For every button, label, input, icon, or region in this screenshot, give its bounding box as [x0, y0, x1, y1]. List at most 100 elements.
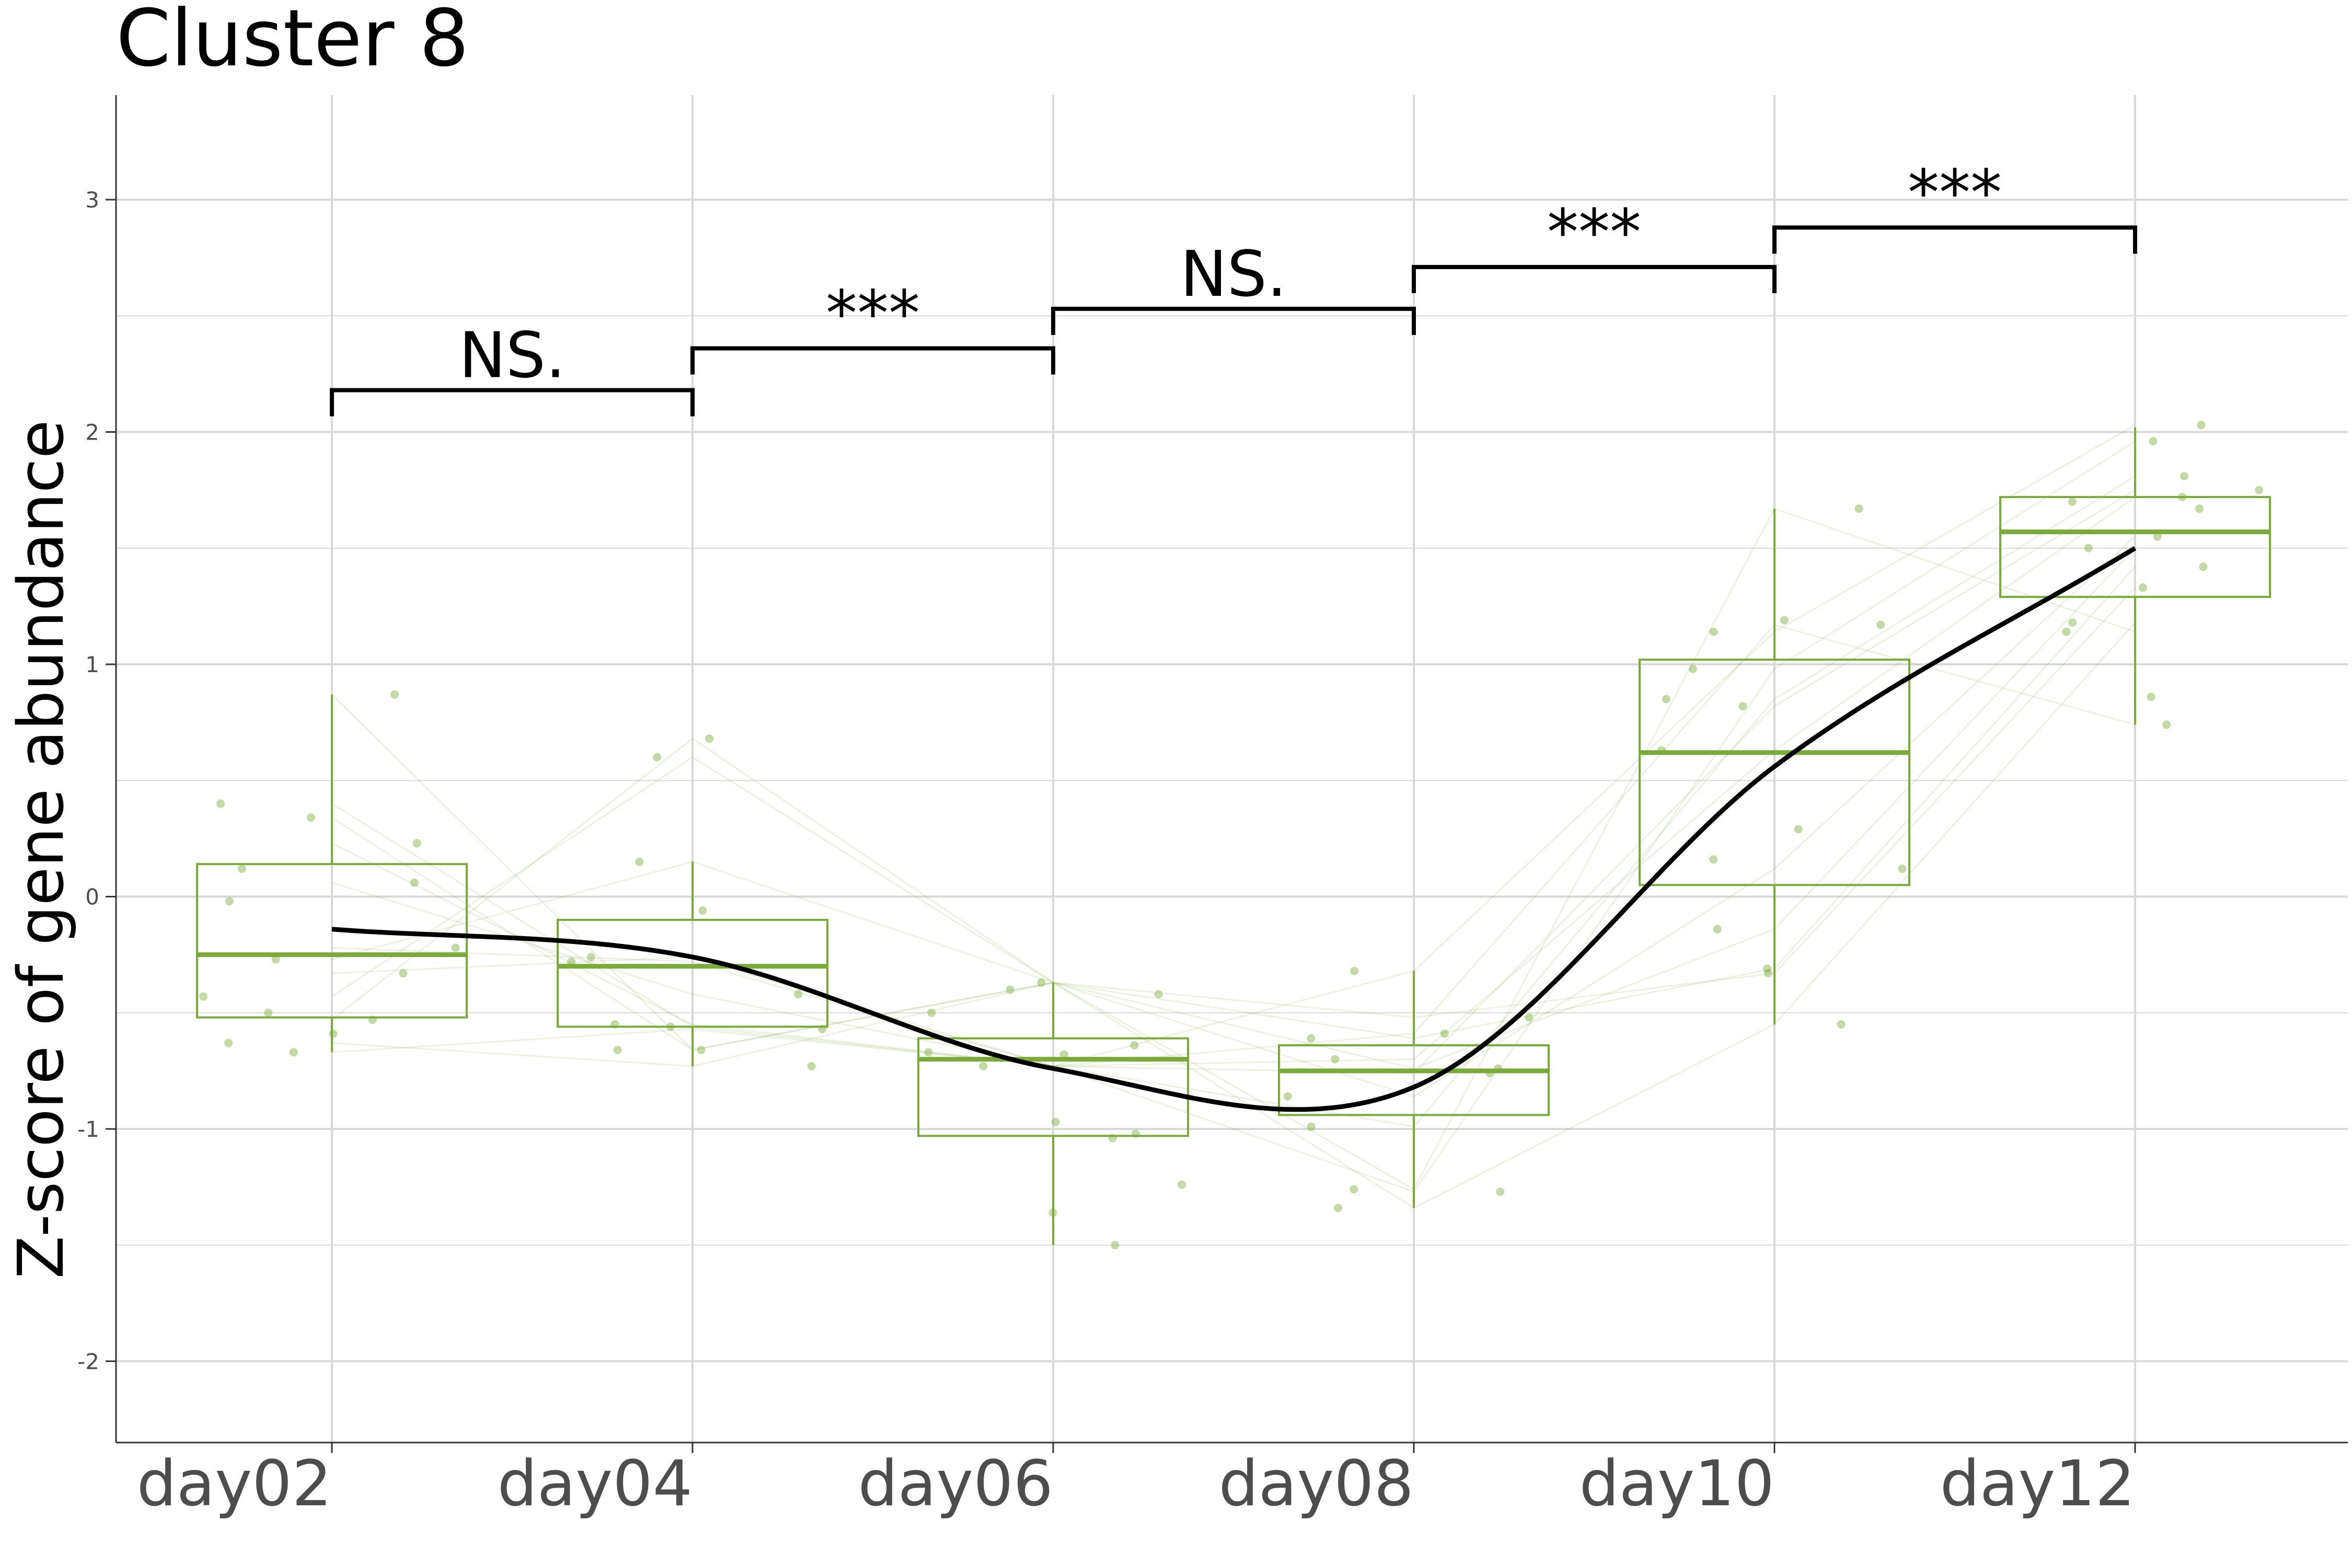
- data-point: [264, 1008, 273, 1017]
- data-point: [2062, 627, 2071, 636]
- data-point: [1334, 1204, 1343, 1213]
- significance-label: NS.: [459, 319, 566, 392]
- data-point: [1496, 1187, 1505, 1196]
- data-point: [1440, 1029, 1449, 1038]
- gene-lines: [331, 424, 2136, 1209]
- y-axis-label: Z-score of gene abundance: [5, 420, 78, 1278]
- data-point: [1794, 825, 1803, 834]
- x-tick-label: day12: [1940, 1448, 2135, 1520]
- data-point: [924, 1048, 933, 1057]
- data-point: [2255, 486, 2264, 494]
- gene-line: [331, 587, 2136, 1067]
- y-axis-ticks: -2 -1 0 1 2 3: [77, 187, 116, 1374]
- axes: [115, 95, 2348, 1444]
- data-point: [1898, 864, 1907, 873]
- x-tick-label: day02: [137, 1448, 332, 1520]
- data-point: [216, 799, 225, 808]
- box-body: [1639, 659, 1910, 886]
- data-point: [399, 969, 408, 978]
- data-point: [1709, 627, 1718, 636]
- y-tick-label: -2: [77, 1348, 99, 1374]
- gene-line: [331, 566, 2136, 1040]
- x-tick-label: day04: [498, 1448, 693, 1520]
- data-point: [224, 1039, 233, 1047]
- data-point: [289, 1048, 298, 1057]
- data-point: [2199, 562, 2208, 571]
- gene-line: [331, 621, 2136, 1209]
- gene-line: [331, 496, 2136, 1067]
- data-point: [1709, 855, 1718, 864]
- y-tick-label: 2: [85, 420, 99, 445]
- data-point: [567, 957, 575, 966]
- significance-brackets: NS. *** NS. *** ***: [330, 157, 2137, 417]
- data-point: [451, 943, 460, 952]
- data-point: [653, 753, 662, 762]
- box-body: [1999, 495, 2271, 598]
- gene-line: [331, 441, 2136, 1193]
- significance-bracket: [330, 388, 695, 417]
- data-point: [1763, 964, 1772, 973]
- y-tick-label: -1: [77, 1116, 99, 1142]
- data-point: [2149, 437, 2158, 446]
- data-point: [1130, 1041, 1139, 1050]
- data-point: [1037, 978, 1046, 987]
- x-tick-label: day08: [1219, 1448, 1414, 1520]
- data-point: [1178, 1180, 1186, 1189]
- box-body: [917, 1037, 1189, 1137]
- data-point: [390, 690, 399, 699]
- data-point: [225, 897, 234, 906]
- data-point: [2153, 532, 2162, 541]
- data-point: [306, 813, 315, 822]
- data-point: [1713, 925, 1722, 933]
- y-tick-label: 0: [85, 884, 99, 909]
- data-point: [2195, 504, 2204, 513]
- data-point: [1854, 504, 1863, 513]
- x-tick-label: day06: [858, 1448, 1053, 1520]
- data-point: [412, 839, 421, 848]
- data-point: [635, 857, 644, 866]
- gene-line: [331, 424, 2136, 1067]
- data-point: [199, 992, 208, 1001]
- data-point: [2197, 421, 2206, 430]
- data-point: [807, 1062, 816, 1070]
- data-point: [1350, 966, 1359, 975]
- data-point: [1662, 695, 1670, 704]
- data-point: [1307, 1122, 1316, 1131]
- significance-bracket: [1412, 264, 1777, 293]
- gene-line: [331, 624, 2136, 1067]
- data-point: [1154, 990, 1163, 999]
- significance-bracket: [690, 346, 1055, 375]
- significance-label: NS.: [1180, 238, 1287, 311]
- data-points: [199, 421, 2264, 1250]
- data-point: [2138, 583, 2147, 592]
- data-point: [1738, 701, 1747, 710]
- trend-line: [331, 546, 2137, 1112]
- data-point: [271, 955, 280, 964]
- data-point: [1763, 969, 1772, 978]
- data-point: [1283, 1092, 1292, 1101]
- data-point: [1525, 1013, 1534, 1022]
- boxplots: [196, 427, 2271, 1246]
- box-body: [1278, 1044, 1550, 1116]
- data-point: [1006, 985, 1014, 994]
- data-point: [927, 1008, 936, 1017]
- data-point: [1876, 620, 1885, 629]
- chart-title: Cluster 8: [116, 0, 469, 84]
- data-point: [698, 906, 707, 915]
- y-tick-label: 3: [85, 187, 99, 213]
- significance-label: ***: [1908, 157, 2002, 229]
- significance-label: ***: [1547, 197, 1641, 269]
- x-axis-ticks: day02 day04 day06 day08 day10 day12: [137, 1443, 2136, 1520]
- data-point: [2147, 693, 2155, 701]
- data-point: [1307, 1034, 1316, 1043]
- data-point: [2180, 471, 2189, 480]
- data-point: [410, 878, 419, 887]
- data-point: [2162, 720, 2171, 729]
- gene-line: [331, 489, 2136, 1074]
- x-tick-label: day10: [1579, 1448, 1774, 1520]
- data-point: [705, 734, 714, 743]
- box-body: [196, 863, 468, 1019]
- gene-line: [331, 475, 2136, 1128]
- data-point: [1350, 1185, 1358, 1194]
